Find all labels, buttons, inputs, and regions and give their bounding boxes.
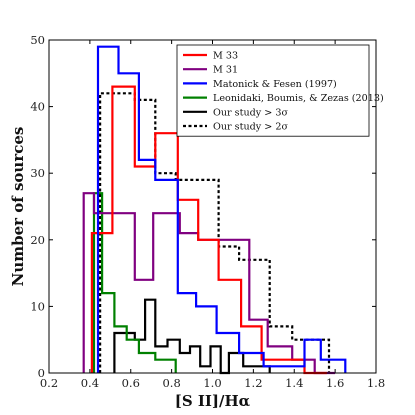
y-tick-label: 30 (30, 166, 45, 180)
y-axis-title: Number of sources (9, 127, 27, 287)
legend-label-3: Leonidaki, Boumis, & Zezas (2013) (213, 93, 384, 104)
y-tick-label: 50 (30, 33, 45, 47)
y-tick-label: 20 (30, 233, 45, 247)
plot-frame (48, 39, 377, 374)
legend-label-4: Our study > 3σ (213, 107, 288, 118)
x-tick-label: 0.4 (81, 376, 99, 390)
series-line-2 (96, 45, 347, 373)
x-tick-label: 1.0 (203, 376, 221, 390)
x-tick-label: 0.2 (40, 376, 58, 390)
legend-label-5: Our study > 2σ (213, 122, 288, 133)
legend-label-0: M 33 (213, 51, 238, 62)
legend: M 33 M 31 Matonick & Fesen (1997) Leonidaki… (176, 44, 384, 137)
x-tick-label: 1.4 (285, 376, 303, 390)
y-tick-label: 10 (30, 299, 45, 313)
x-tick-label: 1.8 (367, 376, 385, 390)
y-tick-label: 40 (30, 100, 45, 114)
legend-box (176, 44, 370, 137)
legend-label-1: M 31 (213, 65, 238, 76)
series-layer (82, 45, 347, 375)
series-line-0 (90, 85, 327, 375)
series-line-4 (113, 298, 271, 375)
y-tick-label: 0 (38, 366, 45, 380)
x-axis-title: [S II]/Hα (175, 392, 251, 410)
x-tick-label: 0.8 (162, 376, 180, 390)
series-line-5 (99, 92, 331, 373)
axis-ticks: 0.2 0.4 0.6 0.8 1.0 1.2 1.4 1.6 1.8 0 10 20 30 40 50 (30, 33, 385, 390)
x-tick-label: 0.6 (122, 376, 140, 390)
x-tick-label: 1.6 (326, 376, 344, 390)
legend-label-2: Matonick & Fesen (1997) (213, 79, 337, 90)
series-line-3 (92, 192, 177, 373)
x-tick-label: 1.2 (244, 376, 262, 390)
